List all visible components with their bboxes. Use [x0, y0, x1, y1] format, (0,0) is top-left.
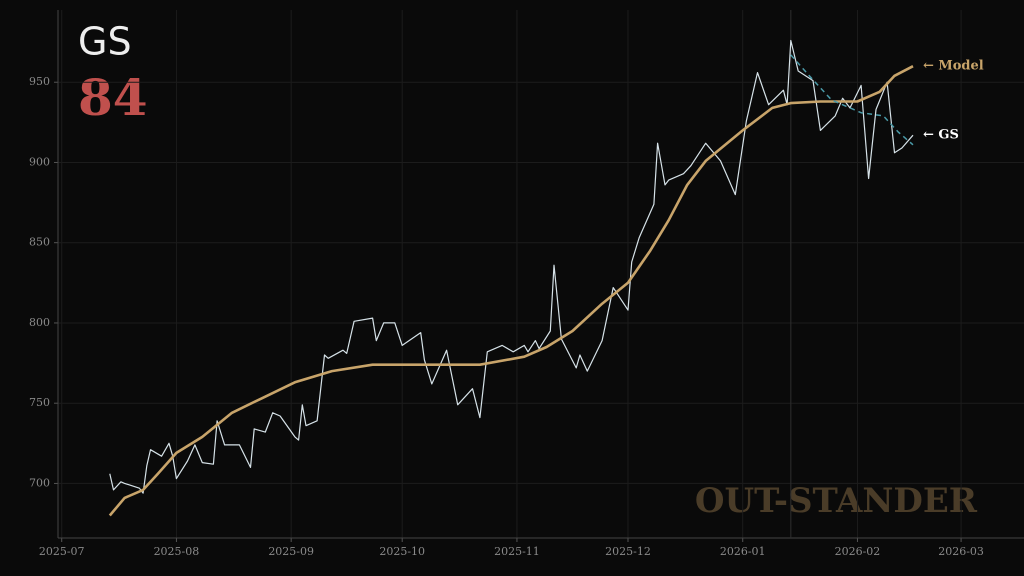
- score: 84: [78, 68, 148, 127]
- x-tick-label: 2026-02: [835, 545, 881, 558]
- watermark: OUT-STANDER: [695, 481, 978, 521]
- x-tick-label: 2026-01: [720, 545, 766, 558]
- y-tick-label: 900: [29, 155, 50, 168]
- x-tick-label: 2025-08: [154, 545, 200, 558]
- y-tick-label: 800: [29, 316, 50, 329]
- x-tick-label: 2025-07: [39, 545, 85, 558]
- y-tick-label: 850: [29, 236, 50, 249]
- chart-title: GS: [78, 20, 132, 64]
- series-line: [109, 39, 914, 494]
- x-tick-label: 2025-09: [268, 545, 314, 558]
- end-label: ← Model: [923, 59, 984, 74]
- x-tick-label: 2025-10: [379, 545, 425, 558]
- y-tick-label: 700: [29, 476, 50, 489]
- plot: 700 750 800 850 900 950 2025-07 2025-08 2025-09 2…: [29, 10, 1024, 558]
- series-line: [108, 65, 914, 517]
- series-line: [790, 54, 914, 146]
- x-tick-label: 2025-12: [605, 545, 651, 558]
- y-tick-label: 750: [29, 396, 50, 409]
- x-tick-label: 2026-03: [938, 545, 984, 558]
- end-label: ← GS: [923, 128, 959, 143]
- overlay: ← GS ← Model: [108, 39, 984, 517]
- y-tick-label: 950: [29, 75, 50, 88]
- x-tick-label: 2025-11: [494, 545, 540, 558]
